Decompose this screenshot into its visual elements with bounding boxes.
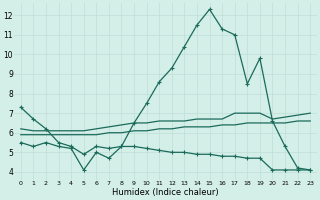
- X-axis label: Humidex (Indice chaleur): Humidex (Indice chaleur): [112, 188, 219, 197]
